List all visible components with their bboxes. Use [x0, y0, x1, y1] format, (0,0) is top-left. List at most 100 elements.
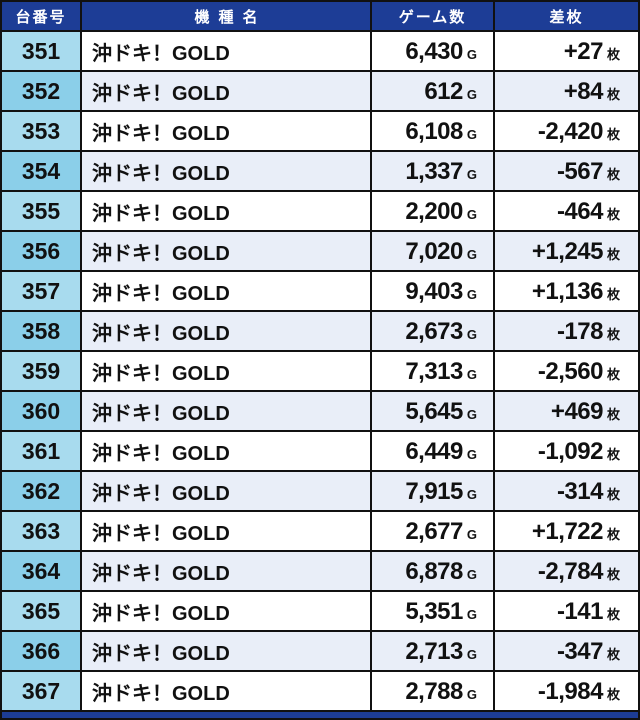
- game-unit-label: G: [466, 47, 477, 62]
- diff-unit-label: 枚: [606, 487, 620, 502]
- game-unit-label: G: [466, 167, 477, 182]
- game-count-cell: 5,351 G: [372, 592, 493, 630]
- diff-count-cell-value: -178: [556, 318, 604, 345]
- machine-number-cell-value: 364: [21, 557, 61, 584]
- machine-number-cell-value: 358: [21, 317, 61, 344]
- diff-unit-label: 枚: [606, 327, 620, 342]
- game-count-cell: 6,449 G: [372, 432, 493, 470]
- game-count-cell: 1,337 G: [372, 152, 493, 190]
- diff-count-cell: -567 枚: [495, 152, 638, 190]
- machine-number-cell: 366: [2, 632, 80, 670]
- diff-unit-label: 枚: [606, 687, 620, 702]
- diff-count-cell: -178 枚: [495, 312, 638, 350]
- diff-count-cell: +469 枚: [495, 392, 638, 430]
- diff-count-cell-value: -141: [556, 598, 604, 625]
- diff-count-cell-value: +1,722: [531, 518, 604, 545]
- machine-number-cell-value: 356: [21, 237, 61, 264]
- model-name-cell: 沖ドキ！GOLD: [82, 472, 370, 510]
- diff-unit-label: 枚: [606, 447, 620, 462]
- machine-number-cell-value: 360: [21, 397, 61, 424]
- diff-count-cell: +1,245 枚: [495, 232, 638, 270]
- model-name-cell-value: 沖ドキ！GOLD: [92, 82, 230, 105]
- model-name-cell-value: 沖ドキ！GOLD: [92, 602, 230, 625]
- diff-count-cell: -1,984 枚: [495, 672, 638, 710]
- diff-count-cell: -1,092 枚: [495, 432, 638, 470]
- machine-number-cell: 356: [2, 232, 80, 270]
- model-name-cell-value: 沖ドキ！GOLD: [92, 42, 230, 65]
- model-name-cell-value: 沖ドキ！GOLD: [92, 642, 230, 665]
- machine-number-cell-value: 354: [21, 157, 61, 184]
- diff-count-cell-value: -2,560: [537, 358, 604, 385]
- game-count-cell-value: 6,878: [405, 558, 463, 585]
- game-count-cell-value: 2,713: [405, 638, 463, 665]
- machine-number-cell-value: 361: [21, 437, 61, 464]
- game-count-cell: 5,645 G: [372, 392, 493, 430]
- model-name-cell: 沖ドキ！GOLD: [82, 592, 370, 630]
- game-count-cell: 7,915 G: [372, 472, 493, 510]
- model-name-cell: 沖ドキ！GOLD: [82, 632, 370, 670]
- diff-count-cell: +27 枚: [495, 32, 638, 70]
- machine-number-cell-value: 365: [21, 597, 61, 624]
- diff-count-cell-value: -1,984: [537, 678, 604, 705]
- diff-count-cell-value: +469: [550, 398, 604, 425]
- diff-count-cell: -2,420 枚: [495, 112, 638, 150]
- game-count-cell-value: 6,449: [405, 438, 463, 465]
- machine-number-cell: 358: [2, 312, 80, 350]
- diff-count-cell-value: -347: [556, 638, 604, 665]
- model-name-cell: 沖ドキ！GOLD: [82, 72, 370, 110]
- machine-number-cell-value: 357: [21, 277, 61, 304]
- diff-count-cell-value: -567: [556, 158, 604, 185]
- diff-count-cell: +1,722 枚: [495, 512, 638, 550]
- game-count-cell-value: 6,430: [405, 38, 463, 65]
- diff-unit-label: 枚: [606, 167, 620, 182]
- model-name-cell: 沖ドキ！GOLD: [82, 232, 370, 270]
- game-count-cell-value: 7,020: [405, 238, 463, 265]
- machine-number-cell: 361: [2, 432, 80, 470]
- game-unit-label: G: [466, 327, 477, 342]
- game-count-cell: 2,677 G: [372, 512, 493, 550]
- model-name-cell-value: 沖ドキ！GOLD: [92, 402, 230, 425]
- diff-count-cell-value: -464: [556, 198, 604, 225]
- diff-count-cell: +1,136 枚: [495, 272, 638, 310]
- model-name-cell-value: 沖ドキ！GOLD: [92, 522, 230, 545]
- game-count-cell: 9,403 G: [372, 272, 493, 310]
- machine-number-cell-value: 359: [21, 357, 61, 384]
- model-name-cell-value: 沖ドキ！GOLD: [92, 202, 230, 225]
- diff-unit-label: 枚: [606, 567, 620, 582]
- machine-number-cell: 354: [2, 152, 80, 190]
- header-machine-number: 台番号: [2, 2, 80, 30]
- machine-number-cell: 359: [2, 352, 80, 390]
- game-unit-label: G: [466, 567, 477, 582]
- model-name-cell: 沖ドキ！GOLD: [82, 672, 370, 710]
- model-name-cell: 沖ドキ！GOLD: [82, 312, 370, 350]
- game-count-cell: 6,108 G: [372, 112, 493, 150]
- machine-number-cell: 362: [2, 472, 80, 510]
- machine-number-cell-value: 367: [21, 677, 61, 704]
- game-count-cell: 2,788 G: [372, 672, 493, 710]
- game-count-cell-value: 2,200: [405, 198, 463, 225]
- game-count-cell: 7,020 G: [372, 232, 493, 270]
- game-unit-label: G: [466, 247, 477, 262]
- diff-count-cell-value: +84: [563, 78, 604, 105]
- model-name-cell-value: 沖ドキ！GOLD: [92, 162, 230, 185]
- game-count-cell: 612 G: [372, 72, 493, 110]
- model-name-cell: 沖ドキ！GOLD: [82, 192, 370, 230]
- model-name-cell: 沖ドキ！GOLD: [82, 552, 370, 590]
- model-name-cell: 沖ドキ！GOLD: [82, 432, 370, 470]
- machine-number-cell: 364: [2, 552, 80, 590]
- model-name-cell-value: 沖ドキ！GOLD: [92, 682, 230, 705]
- diff-unit-label: 枚: [606, 287, 620, 302]
- machine-number-cell: 360: [2, 392, 80, 430]
- machine-number-cell-value: 351: [21, 37, 61, 64]
- machine-number-cell: 351: [2, 32, 80, 70]
- machine-number-cell: 355: [2, 192, 80, 230]
- game-unit-label: G: [466, 407, 477, 422]
- model-name-cell-value: 沖ドキ！GOLD: [92, 562, 230, 585]
- model-name-cell-value: 沖ドキ！GOLD: [92, 242, 230, 265]
- diff-count-cell-value: +1,245: [531, 238, 604, 265]
- game-unit-label: G: [466, 87, 477, 102]
- machine-number-cell-value: 352: [21, 77, 61, 104]
- footer-bar: [2, 712, 638, 718]
- diff-unit-label: 枚: [606, 367, 620, 382]
- diff-unit-label: 枚: [606, 247, 620, 262]
